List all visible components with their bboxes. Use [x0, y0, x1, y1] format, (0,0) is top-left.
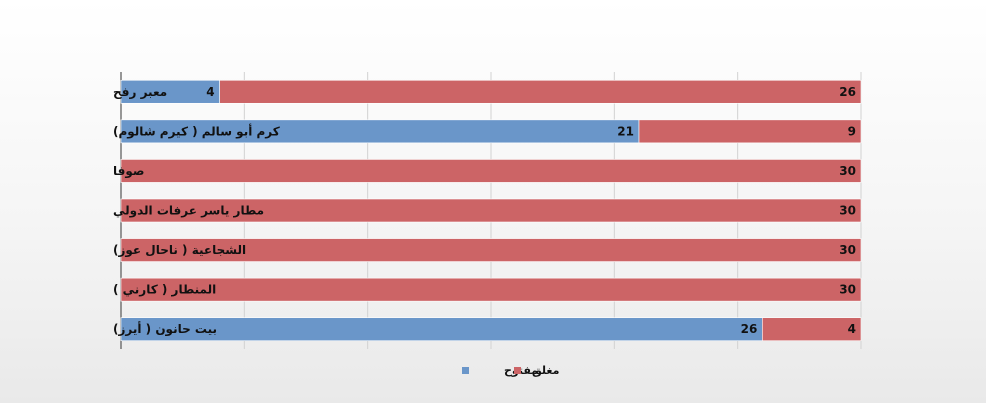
data-label: 21 — [617, 124, 634, 138]
category-label: كرم أبو سالم ( كيرم شالوم) — [113, 123, 280, 139]
legend-label-open: مفتوح — [504, 364, 538, 377]
data-label: 30 — [839, 204, 856, 218]
legend-swatch-open — [462, 367, 469, 374]
data-label: 4 — [206, 85, 214, 99]
category-label: صوفا — [113, 164, 144, 179]
bar-open — [120, 317, 763, 342]
data-label: 9 — [848, 124, 856, 138]
data-label: 26 — [741, 322, 758, 336]
bar-closed — [762, 317, 862, 342]
bar-closed — [120, 159, 862, 183]
bar-closed — [120, 198, 862, 223]
category-label: معبر رفح — [113, 85, 167, 99]
data-label: 30 — [839, 243, 856, 257]
bar-layer — [120, 79, 862, 342]
data-label: 30 — [839, 164, 856, 178]
label-layer: معبر رفح 4 26 كرم أبو سالم ( كيرم شالوم) 21 9… — [113, 85, 856, 337]
category-label: مطار ياسر عرفات الدولي — [113, 204, 264, 219]
bar-closed — [120, 238, 862, 262]
bar-closed — [120, 277, 862, 302]
legend-swatch-closed — [514, 367, 521, 374]
category-label: المنطار ( كارني ) — [113, 283, 216, 297]
bar-closed — [219, 79, 862, 104]
data-label: 30 — [839, 283, 856, 297]
data-label: 26 — [839, 85, 856, 99]
category-label: بيت حانون ( أيرز) — [113, 321, 217, 337]
category-label: الشجاعية ( ناحال عوز) — [113, 243, 246, 258]
legend-label-closed: مغلق — [532, 364, 559, 377]
data-label: 4 — [848, 322, 856, 336]
bar-closed — [638, 119, 862, 144]
